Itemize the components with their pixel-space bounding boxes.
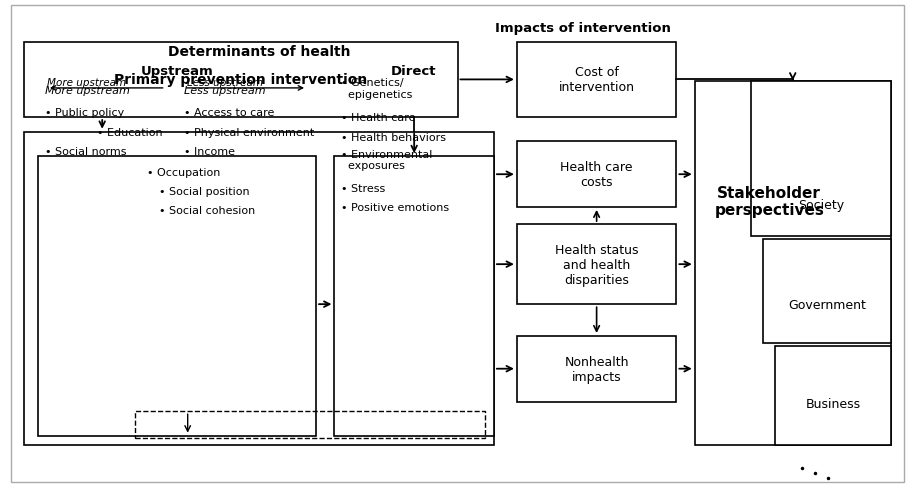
Text: • Income: • Income <box>184 147 235 157</box>
Text: • Access to care: • Access to care <box>184 108 274 118</box>
Text: Primary prevention intervention: Primary prevention intervention <box>114 73 368 87</box>
Text: Business: Business <box>806 398 861 410</box>
Text: • Health care: • Health care <box>340 113 415 123</box>
Text: Upstream: Upstream <box>141 65 214 78</box>
FancyBboxPatch shape <box>517 224 676 305</box>
Text: Less upstream: Less upstream <box>184 86 265 96</box>
Text: • Stress: • Stress <box>340 183 385 193</box>
FancyBboxPatch shape <box>334 157 494 436</box>
Text: Impacts of intervention: Impacts of intervention <box>495 21 672 35</box>
FancyBboxPatch shape <box>517 336 676 402</box>
Text: Stakeholder
perspectives: Stakeholder perspectives <box>715 185 824 218</box>
FancyBboxPatch shape <box>694 81 891 446</box>
FancyBboxPatch shape <box>517 142 676 207</box>
Text: More upstream: More upstream <box>47 78 126 87</box>
FancyBboxPatch shape <box>38 157 316 436</box>
Text: • Environmental
  exposures: • Environmental exposures <box>340 149 432 171</box>
Text: • Health behaviors: • Health behaviors <box>340 132 446 142</box>
Text: • Positive emotions: • Positive emotions <box>340 203 449 213</box>
FancyBboxPatch shape <box>775 346 891 446</box>
Text: Health care
costs: Health care costs <box>560 161 633 189</box>
Text: Determinants of health: Determinants of health <box>168 45 350 60</box>
Text: Direct: Direct <box>391 65 436 78</box>
Text: • Social position: • Social position <box>159 186 250 197</box>
Text: Government: Government <box>788 298 866 311</box>
Text: • Physical environment: • Physical environment <box>184 127 314 138</box>
Text: More upstream: More upstream <box>45 86 130 96</box>
Text: Nonhealth
impacts: Nonhealth impacts <box>565 355 629 383</box>
Text: • Occupation: • Occupation <box>147 167 221 177</box>
Text: • Education: • Education <box>97 127 163 138</box>
Text: Society: Society <box>799 199 845 212</box>
Text: • Public policy: • Public policy <box>45 108 124 118</box>
Text: Less upstream: Less upstream <box>187 78 263 87</box>
Text: Health status
and health
disparities: Health status and health disparities <box>554 243 639 286</box>
Text: • Social cohesion: • Social cohesion <box>159 206 255 216</box>
FancyBboxPatch shape <box>24 42 458 118</box>
FancyBboxPatch shape <box>10 6 905 482</box>
Text: • Genetics/
  epigenetics: • Genetics/ epigenetics <box>340 78 412 100</box>
Text: Cost of
intervention: Cost of intervention <box>559 66 635 94</box>
Text: • Social norms: • Social norms <box>45 147 126 157</box>
FancyBboxPatch shape <box>517 42 676 118</box>
FancyBboxPatch shape <box>24 132 494 446</box>
FancyBboxPatch shape <box>763 239 891 344</box>
FancyBboxPatch shape <box>751 81 891 237</box>
